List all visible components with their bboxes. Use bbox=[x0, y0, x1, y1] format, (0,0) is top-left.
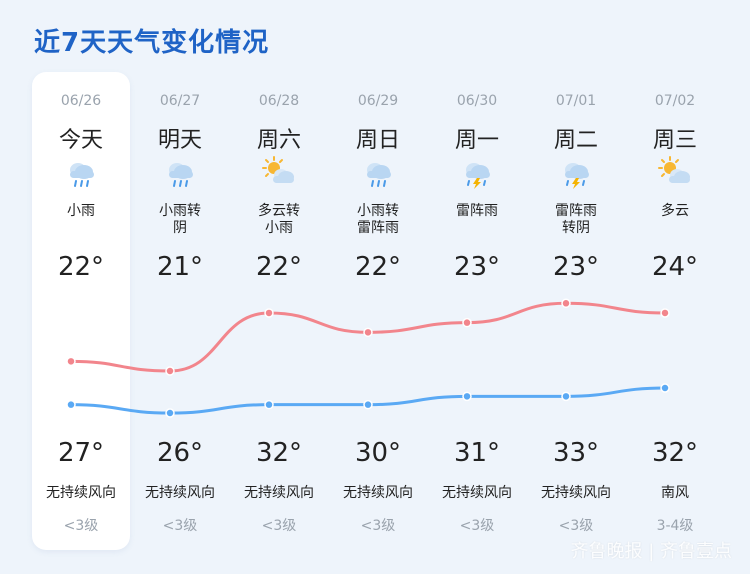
wind-level: <3级 bbox=[261, 518, 297, 534]
today-highlight-card bbox=[32, 72, 130, 550]
wind-level: <3级 bbox=[459, 518, 495, 534]
weather-condition: 雷阵雨 bbox=[456, 203, 498, 219]
partly-cloudy-icon bbox=[626, 156, 724, 190]
low-temperature-point bbox=[363, 399, 373, 410]
high-temperature: 33° bbox=[552, 438, 600, 468]
watermark-logo: 齐鲁晚报 | 齐鲁壹点 bbox=[570, 541, 732, 562]
day-column[interactable]: 06/26 今天 小雨 22° 27° 无持续风向 <3级 bbox=[32, 0, 130, 574]
high-temperature: 26° bbox=[156, 438, 204, 468]
light-rain-icon bbox=[32, 156, 130, 190]
light-rain-icon bbox=[131, 156, 229, 190]
day-column[interactable]: 06/28 周六 多云转 小雨 22° 32° 无持续风向 <3级 bbox=[230, 0, 328, 574]
weather-condition: 小雨 bbox=[67, 203, 95, 219]
day-name: 今天 bbox=[58, 128, 103, 153]
low-temperature: 22° bbox=[57, 252, 105, 282]
day-column[interactable]: 07/01 周二 雷阵雨 转阴 23° 33° 无持续风向 <3级 bbox=[527, 0, 625, 574]
low-temperature-point bbox=[264, 399, 274, 410]
light-rain-icon bbox=[329, 156, 427, 190]
thunderstorm-icon bbox=[428, 156, 526, 190]
weather-condition: 多云转 小雨 bbox=[258, 203, 300, 236]
day-name: 周日 bbox=[355, 128, 400, 153]
high-temperature: 27° bbox=[57, 438, 105, 468]
low-temperature-point bbox=[66, 399, 76, 410]
high-temperature-line bbox=[69, 301, 667, 373]
low-temperature-point bbox=[660, 383, 670, 393]
high-temperature-point bbox=[363, 327, 373, 338]
weather-condition: 多云 bbox=[661, 203, 689, 219]
day-date: 06/30 bbox=[456, 93, 498, 109]
wind-direction: 无持续风向 bbox=[343, 485, 413, 501]
day-date: 06/27 bbox=[159, 93, 201, 109]
high-temperature: 30° bbox=[354, 438, 402, 468]
low-temperature-point bbox=[462, 391, 472, 402]
partly-cloudy-icon bbox=[230, 156, 328, 190]
weather-condition: 雷阵雨 转阴 bbox=[555, 203, 597, 236]
high-temperature-point bbox=[165, 366, 175, 376]
low-temperature: 23° bbox=[453, 252, 501, 282]
wind-level: 3-4级 bbox=[656, 518, 694, 534]
high-temperature-point bbox=[561, 298, 571, 309]
day-name: 周一 bbox=[454, 128, 499, 153]
page-title: 近7天天气变化情况 bbox=[34, 28, 270, 58]
day-date: 06/28 bbox=[258, 93, 300, 109]
low-temperature-point bbox=[561, 391, 571, 402]
wind-direction: 无持续风向 bbox=[442, 485, 512, 501]
high-temperature: 31° bbox=[453, 438, 501, 468]
day-date: 07/01 bbox=[555, 93, 597, 109]
day-date: 06/26 bbox=[60, 93, 102, 109]
high-temperature-point bbox=[462, 317, 472, 328]
high-temperature-point bbox=[264, 308, 274, 318]
low-temperature: 22° bbox=[354, 252, 402, 282]
wind-direction: 无持续风向 bbox=[541, 485, 611, 501]
day-column[interactable]: 06/29 周日 小雨转 雷阵雨 22° 30° 无持续风向 <3级 bbox=[329, 0, 427, 574]
wind-level: <3级 bbox=[162, 518, 198, 534]
low-temperature: 22° bbox=[255, 252, 303, 282]
high-temperature: 32° bbox=[651, 438, 699, 468]
wind-level: <3级 bbox=[63, 518, 99, 534]
thunderstorm-icon bbox=[527, 156, 625, 190]
high-temperature: 32° bbox=[255, 438, 303, 468]
day-date: 06/29 bbox=[357, 93, 399, 109]
low-temperature: 23° bbox=[552, 252, 600, 282]
day-name: 明天 bbox=[157, 128, 202, 153]
low-temperature: 24° bbox=[651, 252, 699, 282]
wind-direction: 无持续风向 bbox=[145, 485, 215, 501]
low-temperature: 21° bbox=[156, 252, 204, 282]
day-name: 周三 bbox=[652, 128, 697, 153]
weather-condition: 小雨转 雷阵雨 bbox=[357, 203, 399, 236]
day-column[interactable]: 07/02 周三 多云 24° 32° 南风 3-4级 bbox=[626, 0, 724, 574]
day-column[interactable]: 06/27 明天 小雨转 阴 21° 26° 无持续风向 <3级 bbox=[131, 0, 229, 574]
wind-level: <3级 bbox=[558, 518, 594, 534]
weather-condition: 小雨转 阴 bbox=[159, 203, 201, 236]
high-temperature-point bbox=[660, 308, 670, 318]
wind-level: <3级 bbox=[360, 518, 396, 534]
day-name: 周六 bbox=[256, 128, 301, 153]
wind-direction: 无持续风向 bbox=[46, 485, 116, 501]
wind-direction: 南风 bbox=[661, 485, 689, 501]
day-date: 07/02 bbox=[654, 93, 696, 109]
day-name: 周二 bbox=[553, 128, 598, 153]
wind-direction: 无持续风向 bbox=[244, 485, 314, 501]
day-column[interactable]: 06/30 周一 雷阵雨 23° 31° 无持续风向 <3级 bbox=[428, 0, 526, 574]
low-temperature-point bbox=[165, 408, 175, 418]
high-temperature-point bbox=[66, 356, 76, 367]
